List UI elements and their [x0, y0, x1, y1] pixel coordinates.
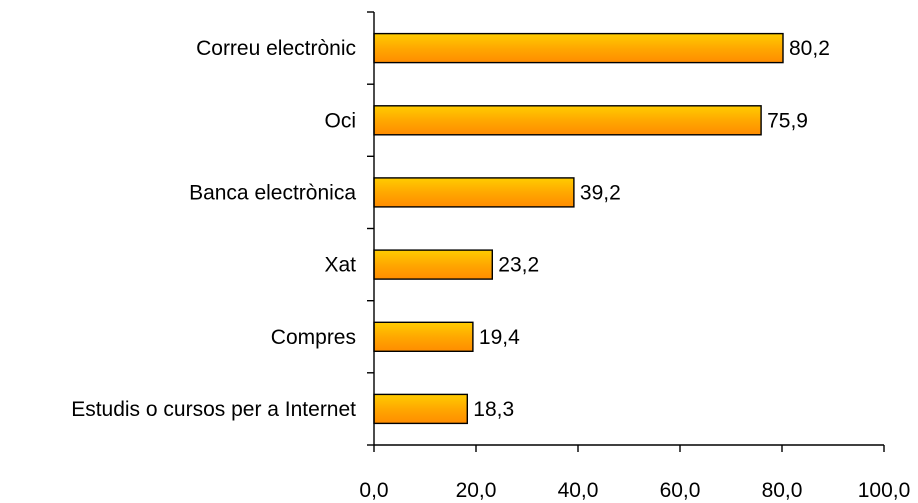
- data-label: 75,9: [767, 109, 808, 132]
- x-tick-label: 80,0: [762, 479, 803, 502]
- data-label: 18,3: [473, 398, 514, 421]
- bar-0: [373, 32, 784, 64]
- data-label: 19,4: [479, 326, 520, 349]
- bar-4: [373, 321, 474, 352]
- x-tick-label: 60,0: [660, 479, 701, 502]
- x-tick-label: 100,0: [858, 479, 911, 502]
- data-label: 23,2: [498, 254, 539, 277]
- category-label: Banca electrònica: [189, 181, 356, 204]
- bar-2: [373, 177, 575, 208]
- category-label: Correu electrònic: [196, 37, 356, 60]
- category-label: Xat: [324, 254, 356, 277]
- bar-5: [373, 393, 469, 425]
- x-tick-label: 20,0: [456, 479, 497, 502]
- data-label: 80,2: [789, 37, 830, 60]
- bar-1: [373, 105, 762, 136]
- category-label: Oci: [325, 109, 357, 132]
- x-tick-label: 0,0: [359, 479, 388, 502]
- bar-3: [373, 249, 494, 280]
- category-label: Estudis o cursos per a Internet: [71, 398, 356, 421]
- data-label: 39,2: [580, 181, 621, 204]
- x-tick-label: 40,0: [558, 479, 599, 502]
- plot-area: Correu electrònic 80,2 Oci 75,9 Banca electr…: [71, 11, 911, 502]
- category-label: Compres: [271, 326, 356, 349]
